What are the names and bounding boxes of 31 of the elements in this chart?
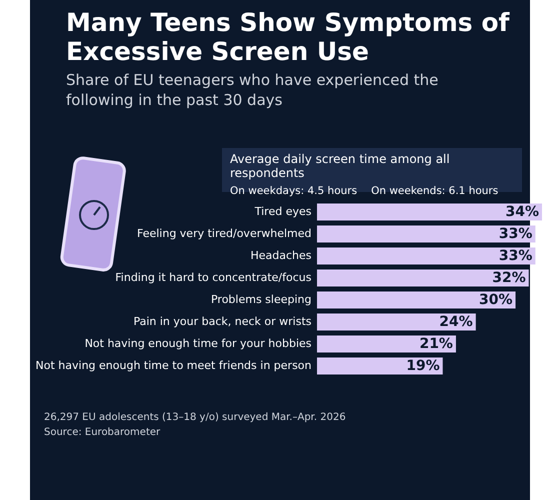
y-tick-label: Problems sleeping bbox=[210, 293, 312, 306]
data-label: 34% bbox=[505, 204, 539, 220]
y-tick-label: Tired eyes bbox=[254, 205, 312, 218]
y-tick-label: Not having enough time to meet friends in person bbox=[36, 359, 312, 372]
source-note: Source: Eurobarometer bbox=[44, 426, 162, 440]
data-label: 21% bbox=[419, 336, 453, 352]
data-label: 24% bbox=[439, 314, 473, 330]
bar bbox=[317, 204, 542, 220]
text: On weekends: 6.1 hours bbox=[371, 185, 498, 197]
y-tick-label: Pain in your back, neck or wrists bbox=[133, 315, 312, 328]
data-label: 30% bbox=[479, 292, 513, 308]
bar bbox=[317, 358, 443, 374]
text: On weekdays: 4.5 hours bbox=[230, 185, 358, 197]
data-label: 19% bbox=[406, 358, 440, 374]
data-label: 33% bbox=[498, 248, 532, 264]
y-tick-label: Finding it hard to concentrate/focus bbox=[115, 271, 312, 284]
y-tick-label: Headaches bbox=[250, 249, 312, 262]
bar bbox=[317, 292, 516, 308]
y-tick-label: Not having enough time for your hobbies bbox=[84, 337, 312, 350]
bar bbox=[317, 314, 476, 330]
bar bbox=[317, 248, 536, 264]
chart-subtitle: Share of EU teenagers who have experienced the following in the past 30 days bbox=[66, 70, 440, 110]
text: 26,297 EU adolescents (13–18 y/o) surveyed Mar.–Apr. 2026 bbox=[44, 411, 346, 425]
data-label: 32% bbox=[492, 270, 526, 286]
bar bbox=[317, 270, 529, 286]
chart-title: Many Teens Show Symptoms of Excessive Screen Use bbox=[66, 8, 511, 66]
bar bbox=[317, 226, 536, 242]
y-tick-label: Feeling very tired/overwhelmed bbox=[136, 227, 312, 240]
bar bbox=[317, 336, 456, 352]
data-label: 33% bbox=[498, 226, 532, 242]
text: Average daily screen time among all respondents bbox=[230, 152, 451, 180]
